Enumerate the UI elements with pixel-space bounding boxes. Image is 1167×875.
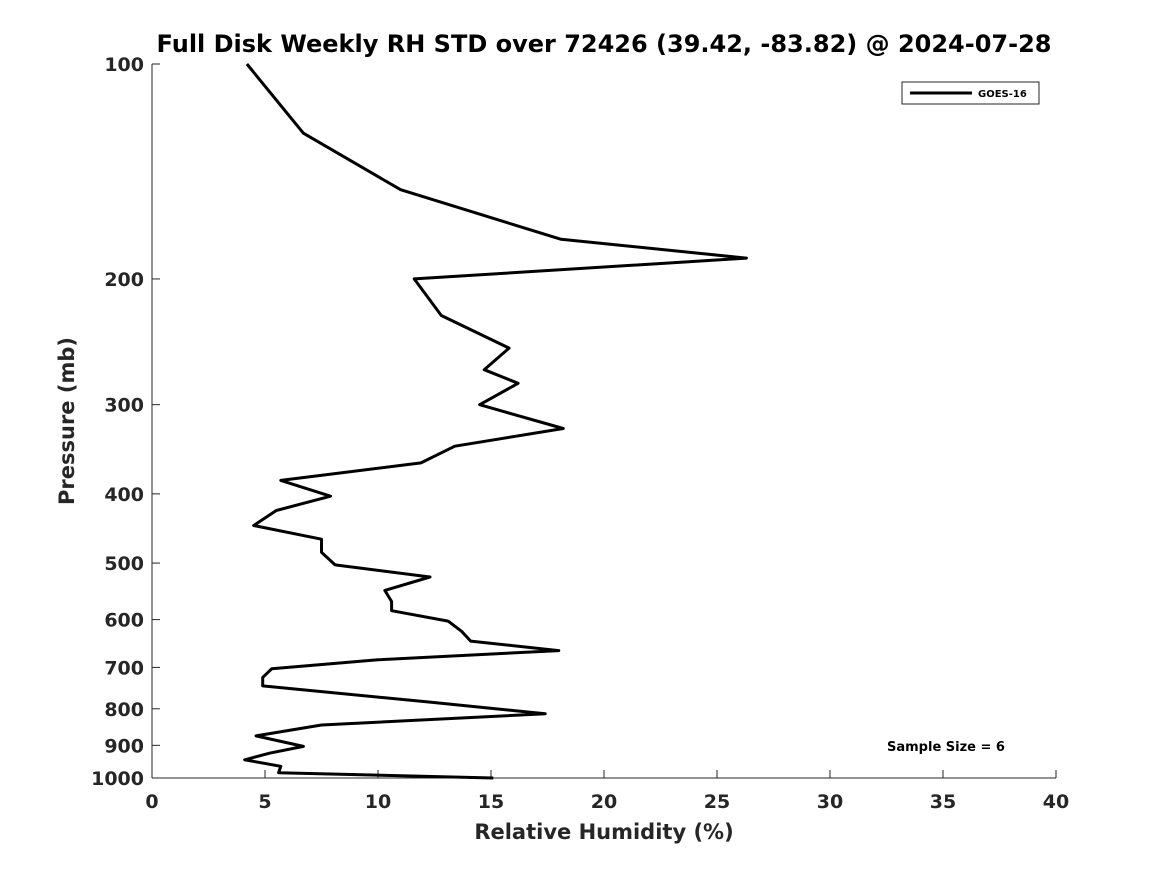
sample-size-annotation: Sample Size = 6 [887,740,1005,755]
y-tick-label: 600 [104,610,144,632]
x-tick-label: 5 [258,791,271,813]
x-tick-label: 15 [478,791,504,813]
series-layer [243,63,748,780]
y-tick-label: 200 [104,269,144,291]
series-line-goes-16 [243,63,748,780]
y-ticks: 100 200 300 400 500 600 700 800 900 1000 [91,54,160,790]
x-tick-label: 0 [145,791,158,813]
chart-title: Full Disk Weekly RH STD over 72426 (39.4… [157,30,1052,58]
x-ticks: 0 5 10 15 20 25 30 35 40 [145,770,1069,813]
y-tick-label: 400 [104,484,144,506]
y-tick-label: 900 [104,735,144,757]
x-tick-label: 20 [591,791,617,813]
y-tick-label: 700 [104,657,144,679]
x-tick-label: 30 [817,791,843,813]
x-tick-label: 40 [1043,791,1069,813]
x-tick-label: 10 [365,791,391,813]
x-tick-label: 25 [704,791,730,813]
y-axis-label: Pressure (mb) [55,337,79,505]
y-tick-label: 800 [104,699,144,721]
y-tick-label: 500 [104,553,144,575]
y-tick-label: 1000 [91,768,144,790]
legend: GOES-16 [901,81,1040,105]
y-tick-label: 100 [104,54,144,76]
x-tick-label: 35 [930,791,956,813]
x-axis-label: Relative Humidity (%) [474,820,733,844]
y-tick-label: 300 [104,395,144,417]
legend-label-goes-16: GOES-16 [978,89,1027,100]
